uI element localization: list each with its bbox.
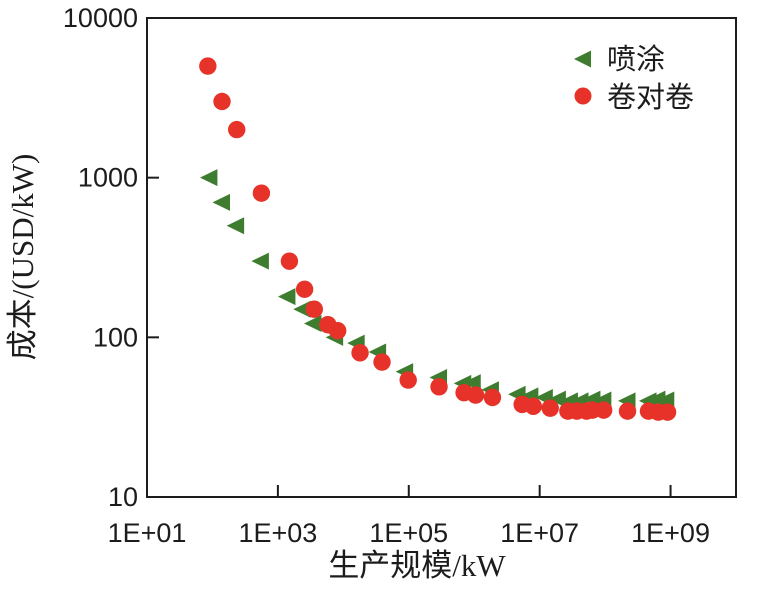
data-point-circle [524, 397, 543, 415]
data-point-circle [328, 322, 347, 340]
data-point-triangle [293, 300, 311, 318]
y-axis-ticks: 10 100 1000 10000 [63, 3, 159, 512]
x-axis-label: 生产规模/kW [328, 548, 506, 583]
y-tick-label: 10000 [63, 3, 138, 33]
legend: 喷涂 卷对卷 [574, 43, 694, 114]
y-tick-label: 100 [93, 322, 138, 352]
y-axis-label: 成本/(USD/kW) [5, 154, 40, 361]
legend-triangle-icon [574, 50, 591, 68]
data-point-triangle [199, 169, 218, 187]
data-point-triangle [212, 193, 231, 211]
data-point-circle [213, 92, 231, 111]
data-point-circle [618, 402, 637, 420]
data-point-circle [280, 252, 299, 270]
legend-label-spray: 喷涂 [607, 43, 665, 76]
data-points-layer [199, 57, 677, 421]
y-tick-label: 1000 [78, 163, 138, 193]
x-axis-ticks: 1E+01 1E+03 1E+05 1E+07 1E+09 [108, 485, 710, 548]
x-tick-label: 1E+07 [500, 518, 579, 548]
data-point-circle [351, 344, 369, 362]
data-point-triangle [548, 390, 566, 408]
y-tick-label: 10 [108, 482, 138, 512]
data-point-circle [483, 388, 502, 407]
data-point-circle [399, 371, 417, 389]
x-tick-label: 1E+03 [238, 518, 317, 548]
x-tick-label: 1E+05 [369, 518, 448, 548]
data-point-circle [541, 399, 559, 417]
data-point-circle [373, 353, 391, 371]
data-point-triangle [226, 217, 245, 235]
plot-frame [146, 17, 737, 498]
data-point-triangle [647, 390, 666, 408]
legend-label-roll-to-roll: 卷对卷 [607, 81, 694, 114]
data-point-circle [228, 120, 246, 139]
data-point-circle [658, 403, 677, 421]
x-tick-label: 1E+09 [631, 518, 710, 548]
legend-markers [574, 50, 592, 105]
data-point-circle [295, 280, 314, 298]
data-point-triangle [251, 252, 269, 270]
series-roll-to-roll [199, 57, 677, 421]
series-spray [199, 169, 675, 410]
data-point-circle [466, 386, 485, 404]
data-point-circle [430, 378, 448, 396]
legend-circle-icon [574, 87, 592, 105]
data-point-circle [252, 184, 271, 202]
data-point-triangle [277, 288, 296, 306]
x-tick-label: 1E+01 [108, 518, 187, 548]
data-point-circle [199, 57, 217, 75]
data-point-circle [594, 401, 613, 419]
data-point-circle [305, 300, 323, 318]
